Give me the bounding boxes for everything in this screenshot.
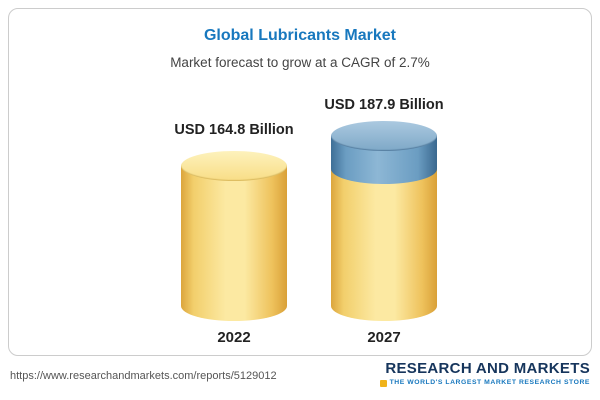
source-url-link[interactable]: https://www.researchandmarkets.com/repor… xyxy=(10,370,277,382)
logo-tagline: THE WORLD'S LARGEST MARKET RESEARCH STOR… xyxy=(379,378,590,388)
logo-tagline-text: THE WORLD'S LARGEST MARKET RESEARCH STOR… xyxy=(389,379,590,386)
cylinder-top-ellipse xyxy=(181,151,287,181)
bar-value-label-2022: USD 164.8 Billion xyxy=(174,122,294,138)
x-axis-label-2027: 2027 xyxy=(367,329,401,346)
logo-gold-accent-icon xyxy=(379,379,387,387)
cylinder-cap-top-ellipse xyxy=(331,121,437,151)
chart-frame: Global Lubricants Market Market forecast… xyxy=(8,8,592,356)
x-axis-label-2022: 2022 xyxy=(217,329,251,346)
logo-wordmark: RESEARCH AND MARKETS xyxy=(385,360,590,377)
cylinder-bar-2027 xyxy=(331,121,437,321)
cylinder-bar-2022 xyxy=(181,151,287,321)
researchandmarkets-logo: RESEARCH AND MARKETS THE WORLD'S LARGEST… xyxy=(379,360,590,388)
chart-subtitle: Market forecast to grow at a CAGR of 2.7… xyxy=(170,55,430,70)
cylinder-body-yellow xyxy=(181,166,287,321)
chart-title: Global Lubricants Market xyxy=(203,27,397,44)
cylinder-body-yellow xyxy=(331,166,437,321)
bar-value-label-2027: USD 187.9 Billion xyxy=(324,97,444,113)
